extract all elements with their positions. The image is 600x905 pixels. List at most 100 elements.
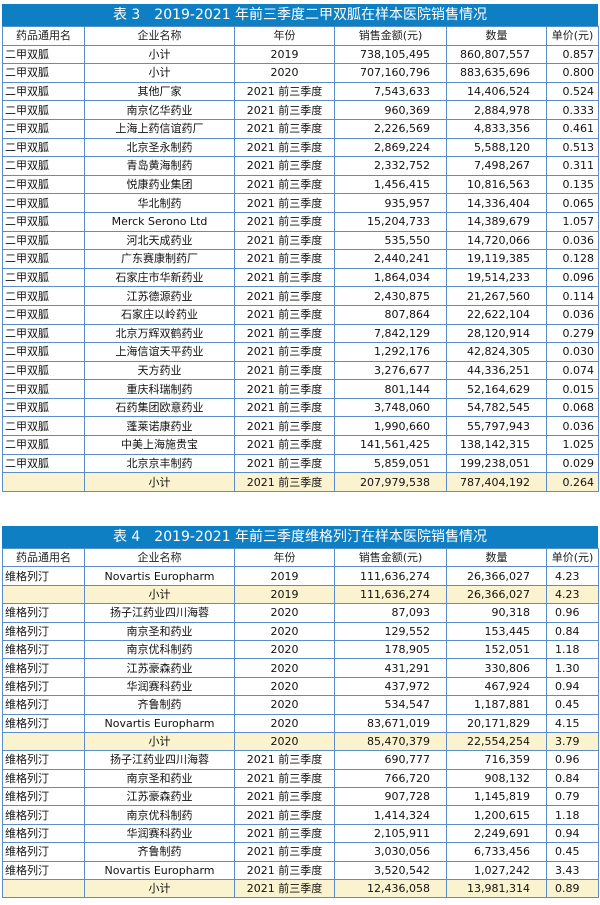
cell-unit-price: 0.015 — [546, 379, 599, 399]
col-header-unit-price: 单价(元) — [546, 547, 599, 568]
col-header-quantity: 数量 — [446, 26, 547, 46]
cell-year: 2021 前三季度 — [234, 823, 335, 844]
cell-quantity: 716,359 — [446, 750, 547, 770]
cell-company: Merck Serono Ltd — [84, 211, 235, 232]
table-row: 维格列汀 华润赛科药业 2020 437,972 467,924 0.94 — [2, 676, 599, 697]
cell-year: 2021 前三季度 — [234, 193, 335, 213]
cell-drug — [2, 731, 85, 752]
cell-drug: 二甲双胍 — [2, 323, 85, 344]
cell-sales: 3,520,542 — [334, 860, 447, 881]
cell-company: 石家庄市华新药业 — [84, 267, 235, 288]
cell-sales: 111,636,274 — [334, 584, 447, 605]
subtotal-row: 小计 2020 85,470,379 22,554,254 3.79 — [2, 731, 599, 752]
cell-drug: 二甲双胍 — [2, 379, 85, 399]
cell-drug: 维格列汀 — [2, 768, 85, 789]
cell-unit-price: 0.279 — [546, 323, 599, 344]
table-row: 二甲双胍 天方药业 2021 前三季度 3,276,677 44,336,251 0.07… — [2, 360, 599, 381]
table-row: 二甲双胍 石药集团欧意药业 2021 前三季度 3,748,060 54,782,545… — [2, 397, 599, 418]
cell-unit-price: 0.857 — [546, 44, 599, 65]
table-row: 维格列汀 齐鲁制药 2021 前三季度 3,030,056 6,733,456 0.45 — [2, 842, 599, 862]
cell-quantity: 1,200,615 — [446, 805, 547, 825]
cell-company: Novartis Europharm — [84, 713, 235, 733]
cell-year: 2021 前三季度 — [234, 342, 335, 362]
cell-sales: 7,543,633 — [334, 81, 447, 102]
cell-quantity: 153,445 — [446, 621, 547, 641]
col-header-sales: 销售金额(元) — [334, 547, 447, 568]
cell-company: 江苏德源药业 — [84, 286, 235, 306]
table-row: 维格列汀 南京优科制药 2020 178,905 152,051 1.18 — [2, 639, 599, 660]
subtotal-row: 小计 2021 前三季度 12,436,058 13,981,314 0.89 — [2, 879, 599, 899]
cell-drug — [2, 879, 85, 899]
cell-company: 北京万辉双鹤药业 — [84, 323, 235, 344]
cell-quantity: 883,635,696 — [446, 63, 547, 83]
table-3-header-row: 药品通用名 企业名称 年份 销售金额(元) 数量 单价(元) — [2, 26, 599, 46]
cell-sales: 766,720 — [334, 768, 447, 789]
cell-unit-price: 0.45 — [546, 842, 599, 862]
cell-company: 广东赛康制药厂 — [84, 249, 235, 269]
table-row: 维格列汀 江苏豪森药业 2021 前三季度 907,728 1,145,819 0.79 — [2, 787, 599, 807]
cell-sales: 141,561,425 — [334, 435, 447, 455]
cell-drug: 二甲双胍 — [2, 118, 85, 139]
cell-company: 江苏豪森药业 — [84, 787, 235, 807]
cell-drug: 维格列汀 — [2, 823, 85, 844]
cell-unit-price: 0.524 — [546, 81, 599, 102]
cell-unit-price: 0.89 — [546, 879, 599, 899]
cell-unit-price: 0.94 — [546, 676, 599, 697]
cell-company: Novartis Europharm — [84, 566, 235, 586]
cell-sales: 3,030,056 — [334, 842, 447, 862]
cell-drug: 维格列汀 — [2, 566, 85, 586]
cell-company: 上海上药信谊药厂 — [84, 118, 235, 139]
cell-quantity: 7,498,267 — [446, 156, 547, 176]
cell-drug: 维格列汀 — [2, 842, 85, 862]
cell-sales: 129,552 — [334, 621, 447, 641]
cell-drug — [2, 472, 85, 492]
cell-quantity: 1,187,881 — [446, 695, 547, 715]
table-row: 二甲双胍 上海信谊天平药业 2021 前三季度 1,292,176 42,824,305… — [2, 342, 599, 362]
cell-sales: 2,430,875 — [334, 286, 447, 306]
cell-company: 小计 — [84, 879, 235, 899]
cell-quantity: 6,733,456 — [446, 842, 547, 862]
cell-year: 2021 前三季度 — [234, 81, 335, 102]
cell-drug: 二甲双胍 — [2, 453, 85, 474]
table-3: 表 3 2019-2021 年前三季度二甲双胍在样本医院销售情况 药品通用名 企… — [2, 4, 599, 492]
cell-drug: 二甲双胍 — [2, 416, 85, 437]
cell-company: 中美上海施贵宝 — [84, 435, 235, 455]
cell-sales: 2,226,569 — [334, 118, 447, 139]
cell-unit-price: 0.074 — [546, 360, 599, 381]
cell-year: 2021 前三季度 — [234, 360, 335, 381]
cell-sales: 207,979,538 — [334, 472, 447, 492]
cell-year: 2021 前三季度 — [234, 750, 335, 770]
cell-company: 重庆科瑞制药 — [84, 379, 235, 399]
cell-year: 2021 前三季度 — [234, 100, 335, 120]
cell-drug: 二甲双胍 — [2, 211, 85, 232]
cell-quantity: 787,404,192 — [446, 472, 547, 492]
table-3-grid: 药品通用名 企业名称 年份 销售金额(元) 数量 单价(元) 二甲双胍 小计 201… — [2, 26, 599, 492]
cell-drug: 二甲双胍 — [2, 342, 85, 362]
cell-year: 2021 前三季度 — [234, 267, 335, 288]
cell-year: 2021 前三季度 — [234, 787, 335, 807]
cell-company: 北京圣永制药 — [84, 137, 235, 158]
cell-unit-price: 1.025 — [546, 435, 599, 455]
cell-unit-price: 3.43 — [546, 860, 599, 881]
cell-year: 2020 — [234, 658, 335, 678]
table-row: 二甲双胍 其他厂家 2021 前三季度 7,543,633 14,406,524 0.52… — [2, 81, 599, 102]
cell-drug: 二甲双胍 — [2, 193, 85, 213]
cell-sales: 85,470,379 — [334, 731, 447, 752]
cell-company: 齐鲁制药 — [84, 842, 235, 862]
cell-quantity: 5,588,120 — [446, 137, 547, 158]
cell-quantity: 1,027,242 — [446, 860, 547, 881]
cell-quantity: 2,884,978 — [446, 100, 547, 120]
table-row: 维格列汀 扬子江药业四川海蓉 2020 87,093 90,318 0.96 — [2, 603, 599, 623]
cell-sales: 7,842,129 — [334, 323, 447, 344]
cell-year: 2021 前三季度 — [234, 397, 335, 418]
cell-drug: 维格列汀 — [2, 695, 85, 715]
cell-year: 2021 前三季度 — [234, 249, 335, 269]
cell-company: 上海信谊天平药业 — [84, 342, 235, 362]
cell-drug: 维格列汀 — [2, 676, 85, 697]
table-row: 二甲双胍 重庆科瑞制药 2021 前三季度 801,144 52,164,629 0.01… — [2, 379, 599, 399]
cell-year: 2021 前三季度 — [234, 211, 335, 232]
cell-sales: 2,869,224 — [334, 137, 447, 158]
cell-quantity: 19,514,233 — [446, 267, 547, 288]
cell-unit-price: 0.333 — [546, 100, 599, 120]
cell-drug: 二甲双胍 — [2, 267, 85, 288]
